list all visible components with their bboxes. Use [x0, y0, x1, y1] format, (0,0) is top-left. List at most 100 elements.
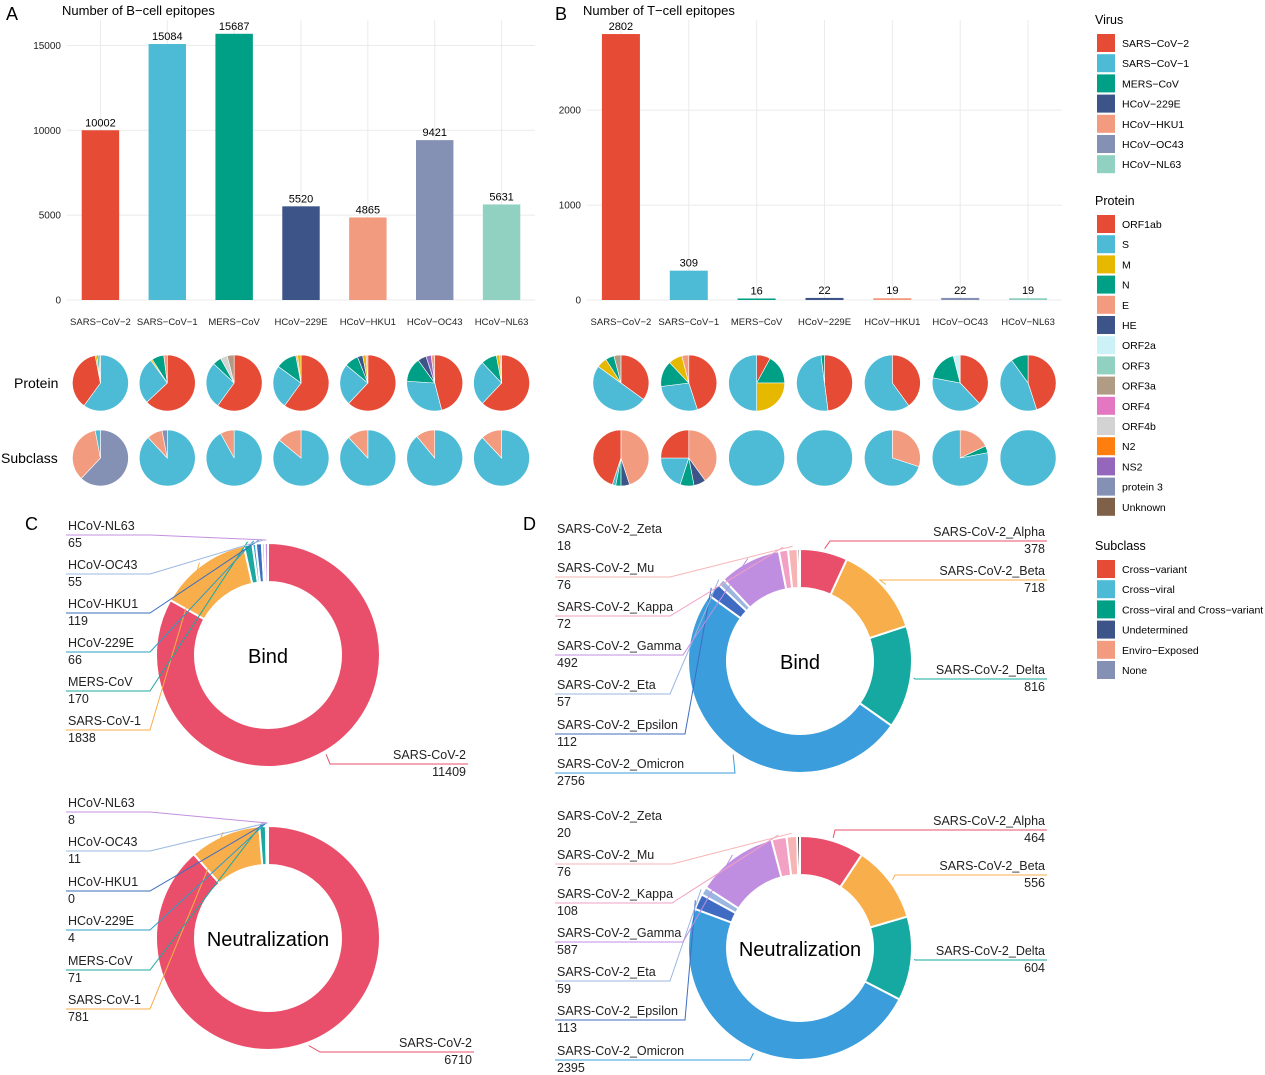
- donut-d-neutralization-center-label: Neutralization: [739, 939, 861, 961]
- chart-b-bar-sars-cov-1: [669, 270, 708, 300]
- donut-c-bind-leader-hcov-oc43: [66, 539, 264, 575]
- legend-protein-swatch-s: [1097, 235, 1115, 254]
- chart-a-protein-pie-slice: [205, 363, 235, 407]
- chart-a-protein-pie-slice: [365, 354, 369, 384]
- donut-d-neutralization-leader-sars-cov-2-eta: [555, 889, 702, 982]
- chart-b-protein-pie-slice: [728, 354, 757, 412]
- legend-protein-swatch-orf3a: [1097, 376, 1115, 395]
- chart-a-protein-pie-slice: [217, 354, 263, 412]
- panel-label-b: B: [555, 4, 567, 24]
- donut-c-neutralization-value-sars-cov-2: 6710: [444, 1053, 472, 1067]
- donut-d-neutralization-label-sars-cov-2-mu: SARS-CoV-2_Mu: [557, 848, 654, 862]
- donut-c-bind: Bind SARS-CoV-2 11409 SARS-CoV-1 1838 MERS-Co…: [66, 519, 468, 779]
- donut-d-neutralization-label-sars-cov-2-omicron: SARS-CoV-2_Omicron: [557, 1044, 684, 1058]
- legend-protein-label-orf4b: ORF4b: [1122, 421, 1156, 433]
- legend-virus-swatch-hcov-nl63: [1097, 155, 1115, 174]
- chart-a-value-label: 9421: [422, 127, 446, 139]
- legend-virus-title: Virus: [1095, 13, 1123, 27]
- donut-c-neutralization-label-hcov-229e: HCoV-229E: [68, 914, 134, 928]
- donut-c-bind-leader-hcov-229e: [66, 540, 255, 653]
- donut-d-bind-leader-sars-cov-2-zeta: [555, 538, 799, 546]
- legend-protein-label-orf3a: ORF3a: [1122, 381, 1156, 393]
- chart-b-protein-pie-slice: [796, 354, 829, 412]
- donut-c-bind-label-sars-cov-2: SARS-CoV-2: [393, 748, 466, 762]
- legend-protein-label-ns2: NS2: [1122, 461, 1143, 473]
- donut-d-bind-leader-sars-cov-2-omicron: [555, 754, 736, 774]
- donut-d-neutralization-label-sars-cov-2-gamma: SARS-CoV-2_Gamma: [557, 926, 681, 940]
- donut-d-neutralization-leader-sars-cov-2-epsilon: [555, 900, 696, 1021]
- donut-d-bind-leader-sars-cov-2-beta: [878, 579, 1047, 585]
- donut-d-bind-label-sars-cov-2-omicron: SARS-CoV-2_Omicron: [557, 757, 684, 771]
- donut-d-neutralization-label-sars-cov-2-zeta: SARS-CoV-2_Zeta: [557, 809, 662, 823]
- legend-subclass-label-enviro-exposed: Enviro−Exposed: [1122, 645, 1199, 657]
- chart-b-category-label: HCoV−OC43: [932, 317, 988, 328]
- chart-b-bar-hcov-229e: [805, 297, 844, 300]
- donut-c-neutralization-segment-hcov-nl63: [266, 824, 269, 867]
- legend-protein-title: Protein: [1095, 194, 1135, 208]
- donut-d-bind-label-sars-cov-2-beta: SARS-CoV-2_Beta: [939, 564, 1045, 578]
- legend-virus-swatch-sars-cov-1: [1097, 54, 1115, 73]
- chart-a-ytick: 5000: [39, 211, 62, 222]
- donut-d-bind-value-sars-cov-2-zeta: 18: [557, 539, 571, 553]
- chart-b-protein-pie-slice: [820, 354, 825, 384]
- chart-b-protein-pie-slice: [1027, 354, 1057, 411]
- donut-d-bind-label-sars-cov-2-epsilon: SARS-CoV-2_Epsilon: [557, 718, 678, 732]
- donut-d-bind-segment-sars-cov-2-beta: [829, 557, 908, 640]
- donut-d-neutralization-label-sars-cov-2-delta: SARS-CoV-2_Delta: [936, 944, 1045, 958]
- donut-d-bind-leader-sars-cov-2-alpha: [824, 540, 1047, 549]
- donut-c-neutralization-leader-hcov-oc43: [66, 822, 267, 852]
- chart-b-protein-pie-slice: [892, 354, 921, 407]
- panel-label-a: A: [6, 4, 18, 24]
- chart-a-bar-hcov-nl63: [482, 204, 521, 300]
- legend-subclass-label-none: None: [1122, 665, 1147, 677]
- chart-b-bars: 0 1000 2000 2802 SARS−CoV−2 309 SARS−CoV−1 16 ME…: [559, 20, 1062, 328]
- legend-subclass-label-undetermined: Undetermined: [1122, 625, 1188, 637]
- chart-a-subclass-pie-slice: [348, 429, 369, 459]
- legend-protein-swatch-he: [1097, 316, 1115, 334]
- donut-d-bind-leader-sars-cov-2-mu: [555, 545, 793, 578]
- donut-d-neutralization-value-sars-cov-2-beta: 556: [1024, 876, 1045, 890]
- donut-c-neutralization-segment-sars-cov-2: [155, 824, 381, 1051]
- donut-d-neutralization-label-sars-cov-2-alpha: SARS-CoV-2_Alpha: [933, 814, 1045, 828]
- donut-d-neutralization-leader-sars-cov-2-gamma: [555, 854, 733, 943]
- donut-d-bind-value-sars-cov-2-mu: 76: [557, 578, 571, 592]
- chart-b-subclass-pie-slice: [892, 429, 921, 468]
- donut-d-bind-value-sars-cov-2-epsilon: 112: [557, 735, 577, 749]
- donut-d-bind-label-sars-cov-2-gamma: SARS-CoV-2_Gamma: [557, 639, 681, 653]
- chart-a-protein-pie-slice: [430, 354, 436, 384]
- donut-c-bind-value-sars-cov-2: 11409: [432, 765, 466, 779]
- chart-a-category-label: MERS−CoV: [208, 317, 260, 328]
- donut-d-neutralization-leader-sars-cov-2-kappa: [555, 834, 779, 904]
- chart-b-value-label: 2802: [609, 21, 633, 33]
- chart-a-bar-hcov-229e: [282, 206, 320, 300]
- donut-d-neutralization-value-sars-cov-2-zeta: 20: [557, 826, 571, 840]
- legend-protein-swatch-ns2: [1097, 457, 1115, 476]
- donut-c-bind-value-mers-cov: 170: [68, 692, 89, 706]
- legend-virus-label-hcov-229e: HCoV−229E: [1122, 99, 1181, 111]
- chart-a-protein-pie-slice: [339, 364, 369, 404]
- donut-c-neutralization: Neutralization SARS-CoV-2 6710 SARS-CoV-1 78…: [66, 796, 474, 1067]
- legend-protein-label-orf4: ORF4: [1122, 401, 1150, 413]
- chart-a-pies: [72, 354, 530, 487]
- donut-c-neutralization-leader-hcov-229e: [66, 822, 267, 931]
- chart-b-protein-pie-slice: [931, 377, 980, 412]
- chart-a-subclass-pie-slice: [279, 429, 302, 459]
- chart-b-bar-hcov-nl63: [1009, 298, 1048, 300]
- chart-a-protein-pie-slice: [138, 359, 168, 403]
- chart-a-bar-hcov-hku1: [349, 217, 387, 300]
- panel-label-c: C: [25, 514, 38, 534]
- donut-c-bind-leader-mers-cov: [66, 541, 248, 692]
- donut-c-bind-leader-sars-cov-1: [66, 562, 200, 731]
- donut-d-neutralization-value-sars-cov-2-mu: 76: [557, 865, 571, 879]
- legend-subclass-title: Subclass: [1095, 539, 1146, 553]
- chart-b-category-label: HCoV−NL63: [1001, 317, 1055, 328]
- legend-protein-swatch-orf3: [1097, 356, 1115, 375]
- chart-a-protein-pie-slice: [226, 354, 235, 384]
- legend-protein-label-he: HE: [1122, 320, 1137, 332]
- donut-c-neutralization-leader-sars-cov-2: [308, 1045, 474, 1053]
- donut-c-bind-value-sars-cov-1: 1838: [68, 731, 96, 745]
- donut-d-neutralization-leader-sars-cov-2-omicron: [555, 1052, 754, 1061]
- chart-b-value-label: 19: [1022, 285, 1034, 297]
- legend-protein-label-e: E: [1122, 300, 1129, 312]
- chart-a-value-label: 15687: [219, 21, 250, 33]
